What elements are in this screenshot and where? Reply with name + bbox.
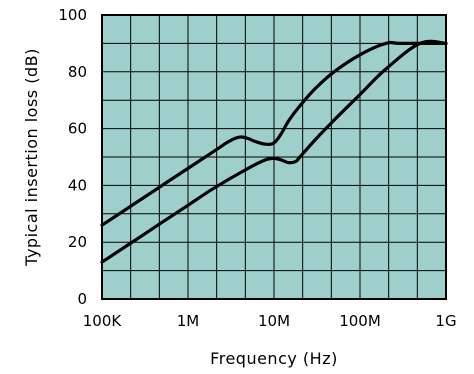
- y-axis-label: Typical insertion loss (dB): [22, 48, 41, 267]
- x-tick-label: 1G: [435, 312, 456, 330]
- x-tick-label: 100K: [83, 312, 123, 330]
- series-line-1: [100, 40, 448, 227]
- x-tick-label: 10M: [258, 312, 290, 330]
- y-tick-label: 100: [58, 6, 87, 24]
- series-line-2: [100, 39, 448, 264]
- x-tick-label: 100M: [339, 312, 381, 330]
- plot-frame: [101, 14, 447, 300]
- x-axis-label: Frequency (Hz): [210, 349, 338, 368]
- x-tick-label: 1M: [177, 312, 200, 330]
- series-layer: [100, 39, 448, 264]
- tick-labels: 100K 1M 10M 100M 1G 0 20 40 60 80 100: [58, 6, 456, 330]
- y-tick-label: 40: [68, 176, 87, 194]
- y-tick-label: 60: [68, 120, 87, 138]
- y-tick-label: 20: [68, 233, 87, 251]
- y-tick-label: 0: [77, 290, 87, 308]
- y-tick-label: 80: [68, 63, 87, 81]
